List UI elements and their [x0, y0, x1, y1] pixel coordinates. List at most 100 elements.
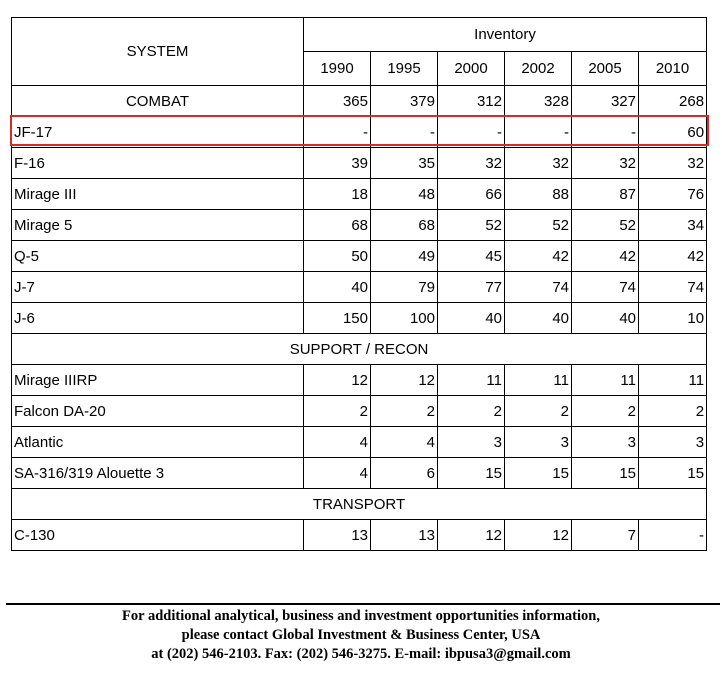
value-cell: 60: [637, 116, 708, 148]
year-header: 1990: [303, 51, 371, 86]
footer-contact: For additional analytical, business and …: [0, 607, 722, 664]
table-row: Mirage 5 68 68 52 52 52 34: [11, 209, 708, 241]
value-cell: 11: [437, 364, 505, 396]
value-cell: 3: [504, 426, 572, 458]
support-recon-section-label: SUPPORT / RECON: [10, 333, 708, 365]
system-name-cell: J-7: [11, 271, 304, 303]
system-name-cell: Mirage 5: [11, 209, 304, 241]
system-name-cell: F-16: [11, 147, 304, 179]
value-cell: 42: [504, 240, 572, 272]
system-name-cell: Falcon DA-20: [11, 395, 304, 427]
value-cell: 42: [637, 240, 708, 272]
system-name-cell: J-6: [11, 302, 304, 334]
value-cell: 50: [303, 240, 371, 272]
value-cell: 13: [303, 519, 371, 551]
combat-total-cell: 365: [303, 85, 371, 117]
value-cell: 2: [504, 395, 572, 427]
value-cell: 15: [571, 457, 639, 489]
value-cell: 3: [637, 426, 708, 458]
value-cell: 39: [303, 147, 371, 179]
value-cell: 12: [303, 364, 371, 396]
value-cell: 4: [303, 426, 371, 458]
value-cell: 68: [303, 209, 371, 241]
system-name-cell: SA-316/319 Alouette 3: [11, 457, 304, 489]
value-cell: 10: [637, 302, 708, 334]
table-row: Mirage III 18 48 66 88 87 76: [11, 178, 708, 210]
combat-total-cell: 312: [437, 85, 505, 117]
value-cell: 15: [437, 457, 505, 489]
combat-label: COMBAT: [11, 85, 304, 117]
value-cell: 4: [370, 426, 438, 458]
value-cell: 2: [303, 395, 371, 427]
value-cell: 4: [303, 457, 371, 489]
table-row: Mirage IIIRP 12 12 11 11 11 11: [11, 364, 708, 396]
value-cell: 2: [437, 395, 505, 427]
support-recon-section-row: SUPPORT / RECON: [10, 333, 708, 365]
value-cell: 40: [504, 302, 572, 334]
table-row: SA-316/319 Alouette 3 4 6 15 15 15 15: [11, 457, 708, 489]
value-cell: 11: [637, 364, 708, 396]
value-cell: 32: [504, 147, 572, 179]
value-cell: 74: [637, 271, 708, 303]
combat-total-cell: 328: [504, 85, 572, 117]
value-cell: 32: [637, 147, 708, 179]
combat-total-cell: 379: [370, 85, 438, 117]
inventory-header: Inventory: [302, 17, 708, 52]
year-header: 2002: [504, 51, 572, 86]
value-cell: 32: [437, 147, 505, 179]
value-cell: 150: [303, 302, 371, 334]
value-cell: 12: [437, 519, 505, 551]
footer-line: please contact Global Investment & Busin…: [181, 627, 541, 643]
table-row: J-7 40 79 77 74 74 74: [11, 271, 708, 303]
transport-section-label: TRANSPORT: [10, 488, 708, 520]
value-cell: 52: [571, 209, 639, 241]
year-header: 2005: [571, 51, 639, 86]
year-header: 2000: [437, 51, 505, 86]
value-cell: 100: [370, 302, 438, 334]
table-row: Falcon DA-20 2 2 2 2 2 2: [11, 395, 708, 427]
value-cell: -: [571, 116, 639, 148]
system-name-cell: Atlantic: [11, 426, 304, 458]
value-cell: 79: [370, 271, 438, 303]
value-cell: 11: [504, 364, 572, 396]
value-cell: 15: [637, 457, 708, 489]
value-cell: 12: [504, 519, 572, 551]
value-cell: 68: [370, 209, 438, 241]
footer-line: at (202) 546-2103. Fax: (202) 546-3275. …: [151, 646, 571, 662]
value-cell: 32: [571, 147, 639, 179]
value-cell: 12: [370, 364, 438, 396]
value-cell: 40: [437, 302, 505, 334]
value-cell: 74: [571, 271, 639, 303]
combat-total-row: COMBAT 365 379 312 328 327 268: [11, 85, 708, 117]
value-cell: 88: [504, 178, 572, 210]
value-cell: 2: [571, 395, 639, 427]
year-header: 1995: [370, 51, 438, 86]
system-name-cell: JF-17: [11, 116, 304, 148]
value-cell: 52: [504, 209, 572, 241]
value-cell: 35: [370, 147, 438, 179]
value-cell: 49: [370, 240, 438, 272]
table-row: J-6 150 100 40 40 40 10: [11, 302, 708, 334]
value-cell: 18: [303, 178, 371, 210]
footer-divider: [6, 603, 720, 605]
value-cell: 3: [571, 426, 639, 458]
inventory-table: SYSTEM Inventory 1990 1995 2000 2002 200…: [10, 17, 708, 551]
value-cell: 40: [303, 271, 371, 303]
table-row: F-16 39 35 32 32 32 32: [11, 147, 708, 179]
value-cell: 77: [437, 271, 505, 303]
value-cell: -: [437, 116, 505, 148]
value-cell: 6: [370, 457, 438, 489]
value-cell: 42: [571, 240, 639, 272]
value-cell: -: [504, 116, 572, 148]
value-cell: 7: [571, 519, 639, 551]
system-name-cell: C-130: [11, 519, 304, 551]
value-cell: 34: [637, 209, 708, 241]
value-cell: -: [370, 116, 438, 148]
value-cell: 87: [571, 178, 639, 210]
value-cell: 15: [504, 457, 572, 489]
value-cell: 52: [437, 209, 505, 241]
value-cell: 11: [571, 364, 639, 396]
value-cell: 74: [504, 271, 572, 303]
value-cell: 45: [437, 240, 505, 272]
value-cell: 66: [437, 178, 505, 210]
